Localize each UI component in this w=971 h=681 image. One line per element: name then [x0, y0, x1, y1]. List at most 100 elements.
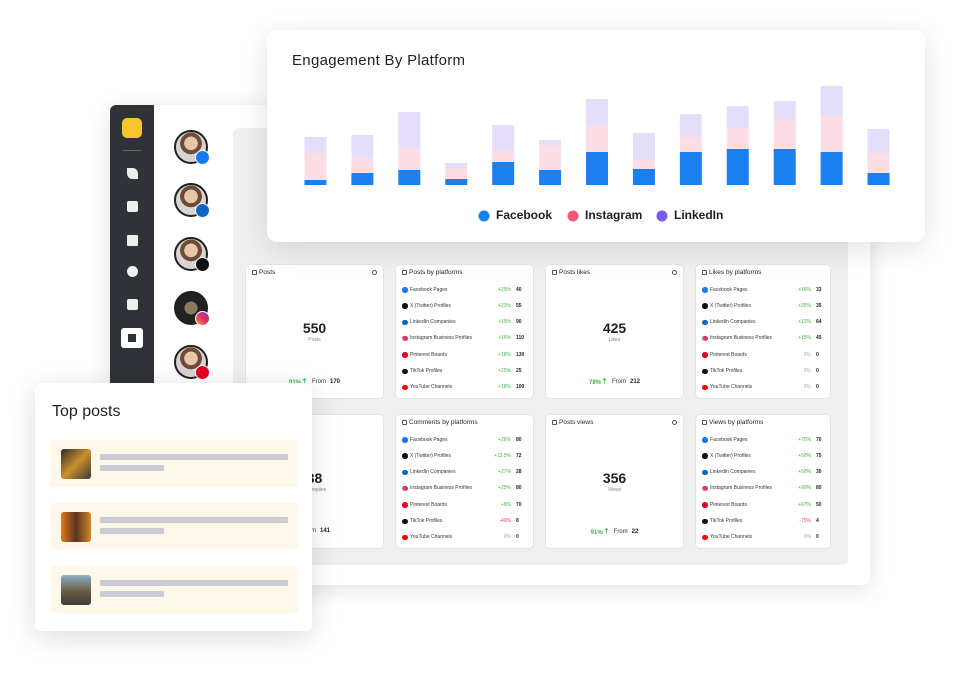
platform-change: +50% [798, 469, 811, 476]
stat-from: 170 [330, 379, 341, 385]
legend-label: LinkedIn [674, 208, 723, 222]
platform-value: 0 [816, 534, 819, 541]
platform-name: YouTube Channels [710, 534, 753, 541]
platform-icon [702, 502, 708, 508]
avatar[interactable] [174, 237, 208, 271]
platform-value: 80 [516, 485, 522, 492]
platform-name: Facebook Pages [410, 286, 448, 293]
platform-change: +9% [500, 501, 511, 508]
bar-segment [492, 151, 515, 162]
platform-name: TikTok Profiles [710, 368, 743, 374]
bar-segment [398, 112, 421, 148]
logo[interactable] [122, 118, 142, 138]
platform-change: 0% [803, 534, 811, 541]
platform-name: X (Twitter) Profiles [710, 302, 751, 309]
platform-change: +25% [798, 302, 811, 309]
calendar-icon[interactable] [127, 201, 138, 212]
top-posts-title: Top posts [52, 403, 121, 420]
bar-segment [586, 125, 608, 152]
platform-value: 64 [816, 319, 822, 326]
profile-icon[interactable] [127, 266, 138, 277]
card-title: Posts [259, 269, 276, 276]
card-title: Posts views [559, 419, 594, 426]
platform-value: 0 [816, 368, 819, 374]
platform-icon [402, 534, 408, 541]
bar-segment [398, 148, 421, 170]
bar-segment [304, 137, 327, 153]
stat-value: 550 [302, 320, 327, 336]
post-row[interactable] [50, 440, 298, 487]
platform-icon [702, 319, 708, 326]
info-icon [672, 270, 677, 275]
x-badge [195, 257, 210, 272]
platform-change: +25% [498, 485, 511, 492]
platform-value: 40 [516, 286, 522, 293]
platform-name: X (Twitter) Profiles [410, 452, 451, 459]
platform-change: +18% [498, 351, 511, 358]
thumbnail [61, 575, 91, 605]
platform-value: 0 [816, 384, 819, 391]
platform-icon [702, 368, 708, 374]
inbox-icon[interactable] [127, 299, 138, 310]
platform-icon [702, 384, 708, 391]
stat-from-label: From [312, 379, 326, 385]
platform-name: Instagram Business Profiles [710, 335, 772, 342]
bar-segment [773, 149, 796, 185]
platform-change: +15% [798, 335, 811, 342]
platform-name: X (Twitter) Profiles [710, 452, 751, 459]
library-icon[interactable] [127, 235, 138, 246]
stat-label: Likes [608, 337, 621, 343]
platform-icon [702, 518, 708, 524]
stat-label: Views [607, 487, 622, 493]
thumbnail [61, 449, 91, 479]
bar-segment [773, 101, 796, 120]
post-row[interactable] [50, 566, 298, 613]
platform-icon [702, 469, 708, 476]
stat-from: 22 [631, 529, 639, 535]
bar-segment [445, 163, 468, 168]
platform-value: 0 [516, 534, 519, 541]
card-icon [552, 270, 557, 275]
placeholder-line [100, 454, 288, 460]
platform-value: 80 [516, 436, 522, 443]
platform-card: Views by platforms Facebook Pages +75% 70 X … [696, 415, 830, 548]
stat-card: Posts likes 425 Likes 78% From 212 [546, 265, 683, 398]
stat-from: 141 [319, 528, 330, 534]
post-row[interactable] [50, 503, 298, 550]
platform-change: +75% [798, 436, 811, 443]
stat-change: 78% [589, 377, 607, 386]
platform-name: X (Twitter) Profiles [410, 302, 451, 309]
analytics-icon[interactable] [121, 328, 143, 348]
bar-segment [539, 170, 562, 185]
instagram-badge [195, 311, 210, 326]
placeholder-line [100, 591, 164, 597]
bar-segment [726, 128, 749, 149]
platform-value: 70 [516, 501, 522, 508]
card-title: Likes by platforms [709, 269, 762, 276]
platform-icon [402, 502, 408, 508]
platform-name: Pinterest Boards [710, 351, 747, 358]
platform-icon [702, 303, 708, 309]
platform-icon [702, 287, 708, 293]
platform-value: 130 [516, 351, 525, 358]
bar-segment [445, 168, 468, 179]
stat-footer: 91% From 22 [546, 527, 683, 536]
platform-name: LinkedIn Companies [710, 469, 756, 476]
platform-name: YouTube Channels [710, 384, 753, 391]
card-icon [252, 270, 257, 275]
platform-icon [702, 534, 708, 541]
bar-segment [867, 153, 890, 173]
platform-name: Facebook Pages [410, 436, 448, 443]
platform-change: +25% [498, 368, 511, 374]
platform-change: +90% [798, 485, 811, 492]
bar-segment [586, 152, 608, 185]
platform-icon [402, 437, 408, 443]
platform-name: Pinterest Boards [410, 351, 447, 358]
bar-segment [586, 99, 608, 125]
platform-change: 0% [803, 368, 811, 374]
send-icon[interactable] [127, 168, 138, 179]
divider [122, 150, 142, 151]
bar-segment [539, 145, 562, 170]
